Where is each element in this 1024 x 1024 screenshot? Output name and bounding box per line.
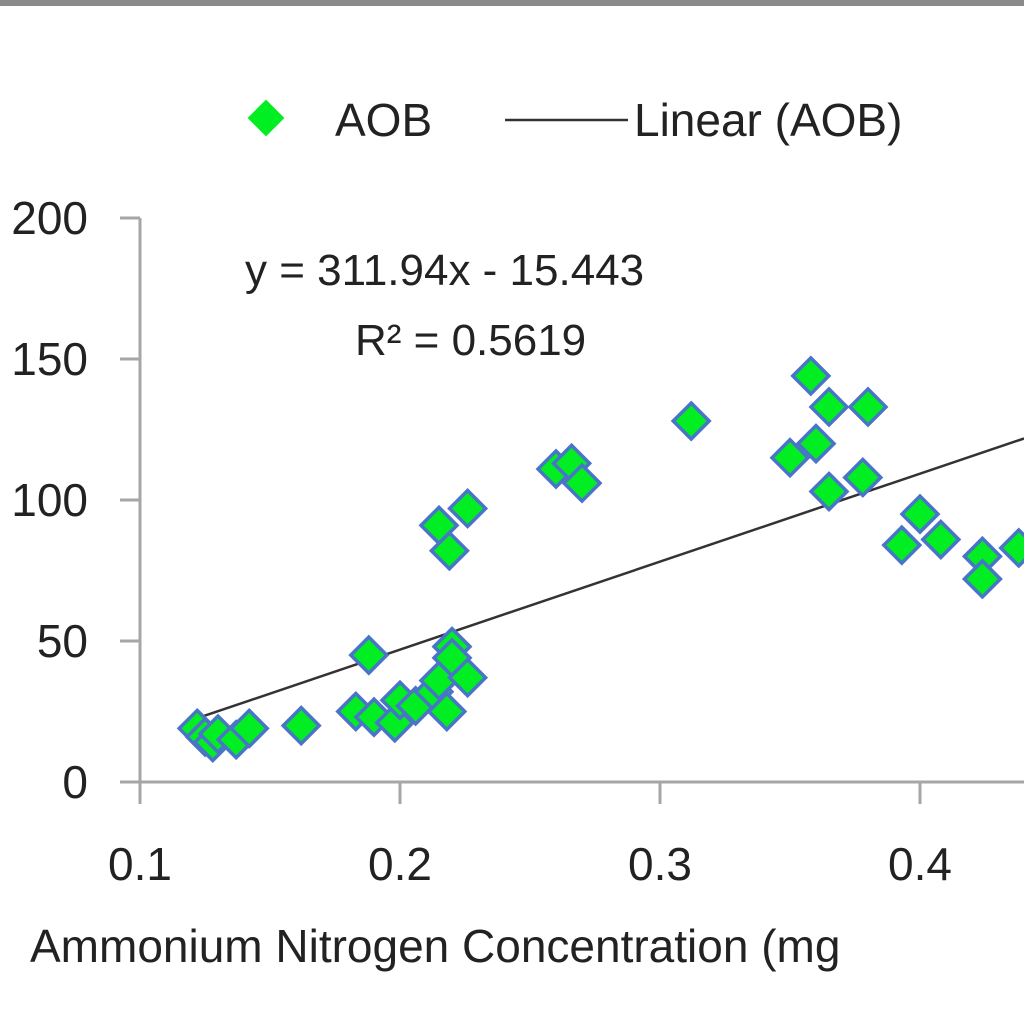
data-point (808, 386, 850, 428)
trendline (196, 437, 1024, 720)
x-axis-title: Ammonium Nitrogen Concentration (mg (30, 920, 840, 972)
data-point (847, 386, 889, 428)
trendline-group (196, 437, 1024, 720)
legend-label-aob: AOB (335, 94, 432, 146)
legend-label-linear-aob: Linear (AOB) (634, 94, 902, 146)
legend: AOB Linear (AOB) (247, 94, 902, 146)
data-point (348, 634, 390, 676)
data-point (561, 462, 603, 504)
trendline-equation: y = 311.94x - 15.443 (245, 246, 644, 295)
data-point (228, 707, 270, 749)
data-point (426, 691, 468, 732)
data-point (670, 400, 712, 442)
y-tick-labels: 0 50 100 150 200 (11, 192, 88, 808)
y-tick-label: 150 (11, 333, 88, 385)
legend-marker-aob (247, 99, 285, 137)
data-point (769, 437, 811, 479)
trendline-r-squared: R² = 0.5619 (355, 316, 586, 365)
y-tick-label: 200 (11, 192, 88, 244)
axes (120, 216, 1024, 804)
x-tick-label: 0.3 (628, 838, 692, 890)
data-point (447, 487, 489, 529)
data-point (899, 493, 941, 535)
data-point (808, 471, 850, 513)
data-point (795, 423, 837, 465)
y-tick-label: 100 (11, 474, 88, 526)
x-tick-label: 0.4 (888, 838, 952, 890)
data-point (428, 530, 470, 572)
y-tick-label: 0 (62, 756, 88, 808)
x-tick-label: 0.2 (368, 838, 432, 890)
data-point (842, 456, 884, 498)
data-point (881, 524, 923, 566)
x-tick-label: 0.1 (108, 838, 172, 890)
y-tick-label: 50 (37, 615, 88, 667)
data-point (998, 527, 1024, 569)
data-point (447, 657, 489, 699)
data-point (280, 705, 322, 747)
top-border (0, 0, 1024, 6)
x-tick-labels: 0.1 0.2 0.3 0.4 (108, 838, 952, 890)
data-point (790, 355, 832, 397)
data-point (920, 519, 962, 560)
data-point (961, 558, 1003, 600)
data-points (176, 355, 1024, 763)
